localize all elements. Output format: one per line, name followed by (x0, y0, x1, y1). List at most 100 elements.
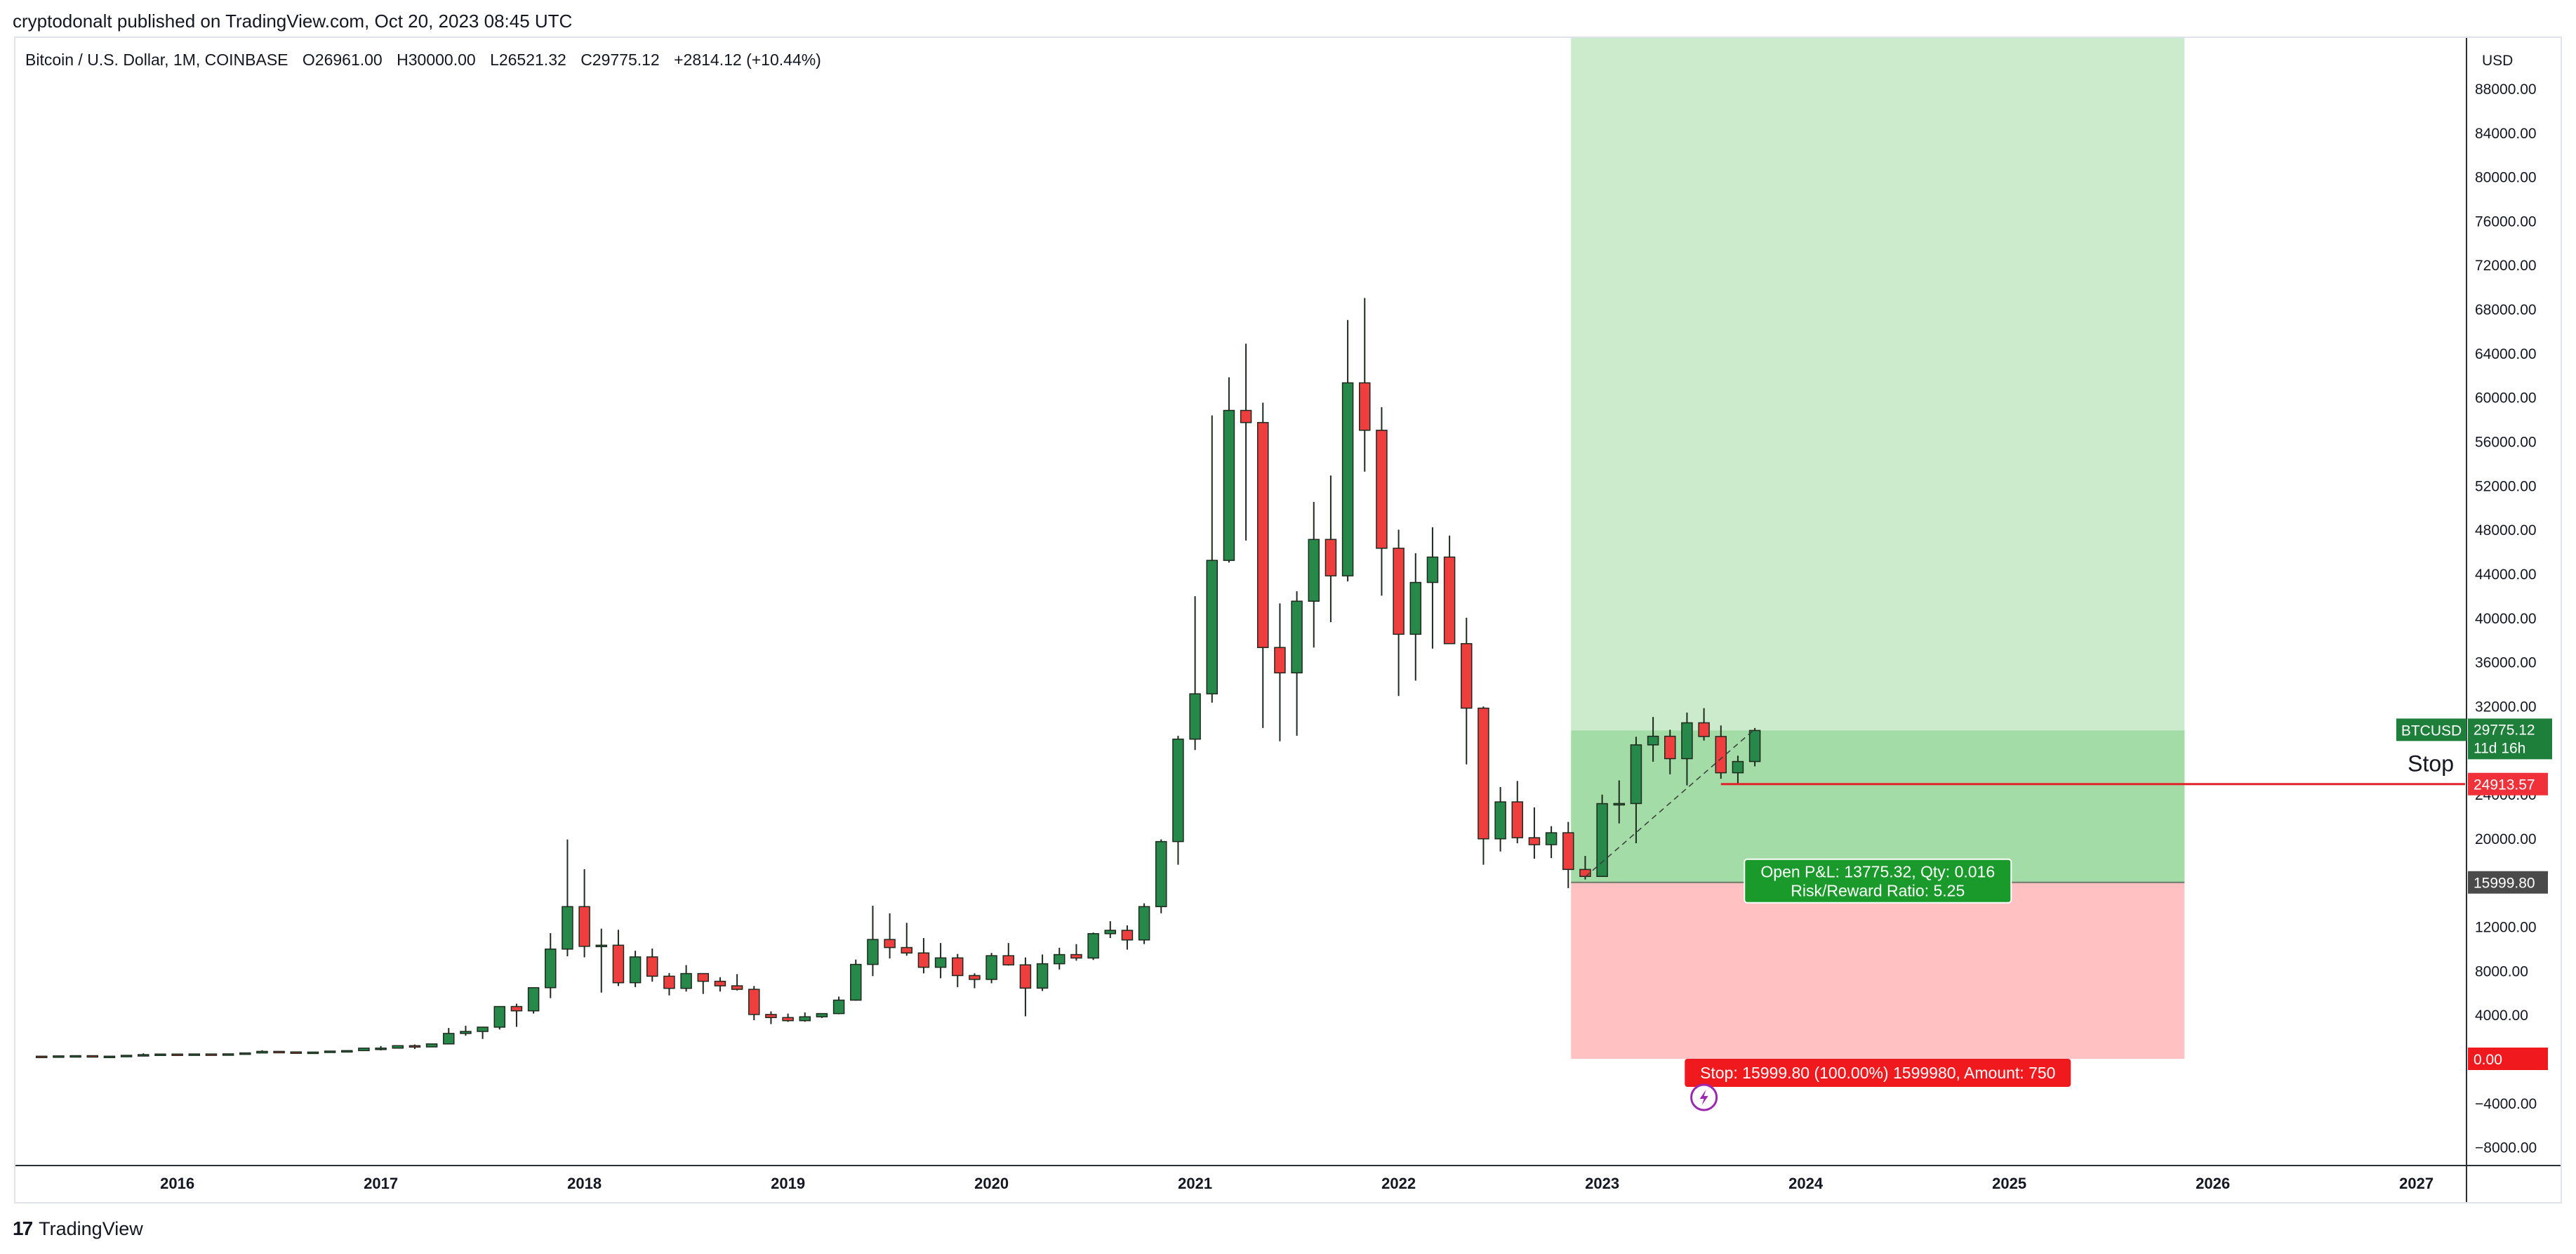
candle[interactable] (527, 986, 540, 1014)
candle[interactable] (307, 1051, 319, 1055)
candle[interactable] (782, 1013, 794, 1022)
candle[interactable] (1409, 553, 1422, 681)
candle[interactable] (985, 953, 997, 984)
candle[interactable] (1664, 730, 1676, 774)
candle[interactable] (425, 1043, 438, 1048)
candle[interactable] (460, 1025, 472, 1036)
candle[interactable] (714, 977, 726, 992)
candle[interactable] (1155, 839, 1167, 913)
candle[interactable] (917, 938, 930, 974)
candle[interactable] (36, 1055, 48, 1059)
candle[interactable] (1630, 737, 1642, 843)
entry-price-tag[interactable]: 15999.80 (2468, 871, 2548, 894)
candle[interactable] (1019, 957, 1032, 1017)
candle[interactable] (934, 943, 947, 979)
candle[interactable] (1681, 712, 1693, 786)
candle[interactable] (510, 1003, 523, 1027)
candle[interactable] (256, 1050, 268, 1054)
candle[interactable] (171, 1053, 183, 1056)
candle[interactable] (1443, 535, 1456, 645)
candle[interactable] (1596, 794, 1608, 877)
candle[interactable] (1376, 407, 1388, 596)
candle[interactable] (1240, 343, 1252, 541)
symbol-header[interactable]: Bitcoin / U.S. Dollar, 1M, COINBASE O269… (25, 48, 831, 72)
candle[interactable] (222, 1053, 234, 1056)
candle[interactable] (748, 986, 760, 1021)
candle[interactable] (1545, 826, 1558, 859)
candle[interactable] (358, 1048, 370, 1052)
candle[interactable] (680, 965, 692, 992)
candle[interactable] (1715, 725, 1727, 779)
candle[interactable] (1478, 706, 1489, 865)
candle[interactable] (1138, 903, 1150, 944)
candle[interactable] (969, 973, 981, 989)
candle[interactable] (86, 1055, 99, 1058)
candle[interactable] (1189, 596, 1201, 751)
candle[interactable] (1393, 529, 1405, 697)
stop-label[interactable]: Stop: 15999.80 (100.00%) 1599980, Amount… (1685, 1059, 2071, 1087)
trend-line[interactable] (1584, 728, 1755, 878)
candle[interactable] (1223, 377, 1235, 563)
candle[interactable] (188, 1053, 201, 1056)
candle[interactable] (1291, 591, 1303, 736)
candle[interactable] (1036, 954, 1049, 991)
candle[interactable] (1528, 807, 1541, 859)
candle[interactable] (1613, 780, 1626, 824)
symbol-name[interactable]: Bitcoin / U.S. Dollar, 1M, COINBASE (25, 51, 288, 69)
candle[interactable] (816, 1012, 828, 1018)
candle[interactable] (1054, 947, 1065, 970)
candle[interactable] (884, 913, 896, 959)
candle[interactable] (545, 932, 557, 998)
candle[interactable] (799, 1012, 811, 1022)
chart-frame[interactable] (14, 37, 2562, 1203)
candle[interactable] (1732, 755, 1744, 784)
candle[interactable] (1494, 786, 1506, 852)
candle[interactable] (663, 972, 675, 996)
candle[interactable] (103, 1055, 116, 1059)
lightning-event-icon[interactable] (1690, 1083, 1718, 1111)
candle[interactable] (952, 953, 964, 987)
candle[interactable] (53, 1055, 65, 1058)
candle[interactable] (1274, 603, 1286, 741)
candle[interactable] (1359, 298, 1371, 472)
candle[interactable] (138, 1053, 150, 1057)
candle[interactable] (409, 1044, 421, 1050)
candle[interactable] (1104, 921, 1117, 939)
candle[interactable] (612, 930, 625, 986)
candle[interactable] (1002, 943, 1015, 966)
candle[interactable] (493, 1005, 506, 1030)
loss-zone[interactable] (1571, 882, 2185, 1059)
candle[interactable] (1121, 925, 1134, 950)
candle[interactable] (832, 996, 845, 1015)
candle[interactable] (1562, 821, 1574, 888)
candle[interactable] (273, 1050, 285, 1054)
tradingview-brand[interactable]: 17 TradingView (13, 1215, 143, 1243)
candle[interactable] (154, 1053, 166, 1056)
candle[interactable] (205, 1053, 218, 1056)
candle[interactable] (341, 1050, 353, 1053)
candle[interactable] (562, 839, 573, 956)
candle[interactable] (120, 1055, 133, 1057)
candle[interactable] (1206, 415, 1219, 703)
candle[interactable] (1087, 932, 1099, 961)
candle[interactable] (1511, 781, 1524, 843)
candle[interactable] (1070, 944, 1082, 961)
candle[interactable] (1426, 527, 1439, 649)
candle[interactable] (646, 948, 658, 982)
candle[interactable] (1647, 717, 1659, 762)
candle[interactable] (1257, 402, 1269, 728)
candle[interactable] (595, 928, 608, 993)
candle[interactable] (1172, 735, 1184, 865)
currency-label[interactable]: USD (2482, 53, 2513, 69)
candle[interactable] (443, 1028, 455, 1045)
candle[interactable] (477, 1027, 489, 1039)
candle[interactable] (1698, 708, 1710, 741)
candle[interactable] (375, 1045, 387, 1051)
candle[interactable] (731, 974, 743, 991)
candle[interactable] (765, 1011, 777, 1024)
candle[interactable] (867, 906, 879, 977)
pnl-label[interactable]: Open P&L: 13775.32, Qty: 0.016Risk/Rewar… (1744, 858, 2012, 904)
candle[interactable] (697, 972, 710, 994)
candle[interactable] (629, 951, 642, 987)
